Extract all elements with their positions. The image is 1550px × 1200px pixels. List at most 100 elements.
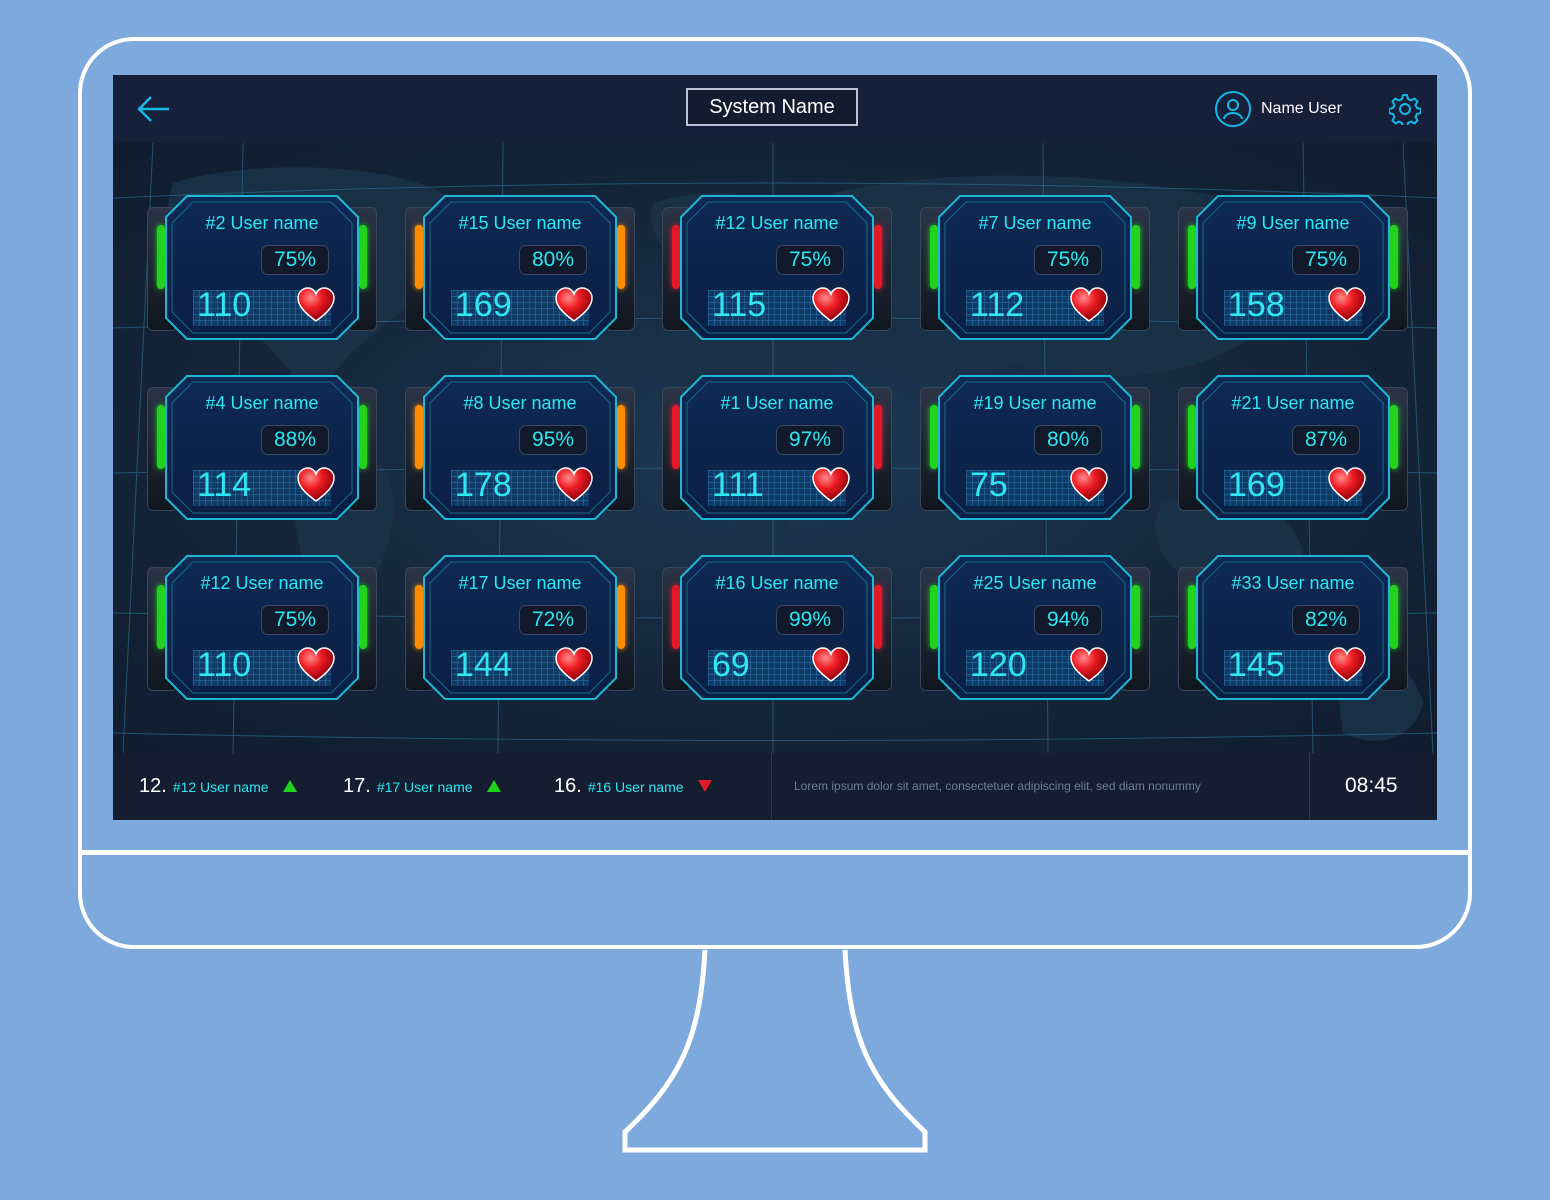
status-bar-left bbox=[157, 225, 165, 289]
user-card[interactable]: #25 User name 94% 120 bbox=[920, 555, 1150, 705]
card-frame bbox=[165, 195, 359, 340]
card-heart-rate: 158 bbox=[1228, 286, 1285, 324]
status-bar-left bbox=[930, 585, 938, 649]
monitor-bezel-divider bbox=[80, 850, 1470, 855]
card-user-name: #16 User name bbox=[715, 573, 839, 593]
card-heart-rate: 75 bbox=[970, 466, 1008, 504]
card-percent: 88% bbox=[261, 425, 329, 455]
card-percent: 75% bbox=[1292, 245, 1360, 275]
trend-up-icon bbox=[282, 780, 297, 792]
user-circle-icon bbox=[1215, 91, 1251, 127]
card-heart-rate: 110 bbox=[197, 286, 252, 324]
user-card[interactable]: #12 User name 75% 115 bbox=[662, 195, 892, 345]
user-card[interactable]: #4 User name 88% 114 bbox=[147, 375, 377, 525]
status-bar-right bbox=[359, 405, 367, 469]
card-frame bbox=[165, 555, 359, 700]
card-frame bbox=[423, 195, 617, 340]
card-frame bbox=[1196, 375, 1390, 520]
card-frame bbox=[423, 555, 617, 700]
status-bar-left bbox=[415, 585, 423, 649]
ranking-user-name: #17 User name bbox=[376, 779, 473, 795]
card-percent: 87% bbox=[1292, 425, 1360, 455]
heart-icon bbox=[1070, 467, 1108, 502]
card-user-name: #7 User name bbox=[978, 213, 1092, 233]
user-profile-button[interactable]: Name User bbox=[1215, 88, 1342, 130]
user-card[interactable]: #16 User name 99% 69 bbox=[662, 555, 892, 705]
status-bar-left bbox=[157, 585, 165, 649]
gear-icon bbox=[1388, 94, 1422, 128]
card-user-name: #19 User name bbox=[973, 393, 1097, 413]
card-heart-rate: 178 bbox=[455, 466, 512, 504]
card-percent: 95% bbox=[519, 425, 587, 455]
user-card[interactable]: #19 User name 80% 75 bbox=[920, 375, 1150, 525]
ranking-number: 16. bbox=[554, 775, 582, 797]
status-bar-right bbox=[874, 585, 882, 649]
heart-icon bbox=[812, 287, 850, 322]
status-bar-right bbox=[1390, 225, 1398, 289]
card-user-name: #17 User name bbox=[458, 573, 582, 593]
settings-button[interactable] bbox=[1388, 93, 1422, 128]
card-user-name: #1 User name bbox=[720, 393, 834, 413]
screen: System Name Name User bbox=[113, 75, 1437, 820]
card-heart-rate: 120 bbox=[970, 646, 1027, 684]
user-card[interactable]: #7 User name 75% 112 bbox=[920, 195, 1150, 345]
footer-divider bbox=[771, 753, 772, 820]
heart-icon bbox=[297, 647, 335, 682]
user-card[interactable]: #21 User name 87% 169 bbox=[1178, 375, 1408, 525]
status-bar-right bbox=[1132, 585, 1140, 649]
card-heart-rate: 169 bbox=[1228, 466, 1285, 504]
status-bar-left bbox=[1188, 225, 1196, 289]
status-bar-right bbox=[617, 225, 625, 289]
user-card[interactable]: #1 User name 97% 111 bbox=[662, 375, 892, 525]
card-percent: 97% bbox=[776, 425, 844, 455]
status-bar-right bbox=[874, 405, 882, 469]
status-bar-left bbox=[1188, 405, 1196, 469]
status-bar-right bbox=[1132, 225, 1140, 289]
card-heart-rate: 144 bbox=[455, 646, 512, 684]
back-button[interactable] bbox=[135, 93, 171, 125]
card-percent: 80% bbox=[519, 245, 587, 275]
footer-bar: 12. #12 User name 17. #17 User name 16. … bbox=[113, 753, 1437, 820]
trend-up-icon bbox=[486, 780, 501, 792]
user-card[interactable]: #9 User name 75% 158 bbox=[1178, 195, 1408, 345]
card-user-name: #25 User name bbox=[973, 573, 1097, 593]
status-bar-right bbox=[1390, 585, 1398, 649]
card-user-name: #12 User name bbox=[200, 573, 324, 593]
heart-icon bbox=[812, 467, 850, 502]
ranking-item[interactable]: 12. #12 User name bbox=[139, 775, 297, 798]
card-percent: 94% bbox=[1034, 605, 1102, 635]
ranking-item[interactable]: 17. #17 User name bbox=[343, 775, 501, 798]
heart-icon bbox=[1070, 287, 1108, 322]
card-percent: 72% bbox=[519, 605, 587, 635]
card-user-name: #9 User name bbox=[1236, 213, 1350, 233]
heart-icon bbox=[555, 467, 593, 502]
card-user-name: #21 User name bbox=[1231, 393, 1355, 413]
status-bar-right bbox=[617, 405, 625, 469]
card-frame bbox=[680, 375, 874, 520]
user-card[interactable]: #2 User name 75% 110 bbox=[147, 195, 377, 345]
user-card[interactable]: #15 User name 80% 169 bbox=[405, 195, 635, 345]
ranking-user-name: #12 User name bbox=[172, 779, 269, 795]
status-bar-right bbox=[617, 585, 625, 649]
card-percent: 75% bbox=[261, 245, 329, 275]
card-frame bbox=[165, 375, 359, 520]
card-percent: 75% bbox=[776, 245, 844, 275]
user-card[interactable]: #33 User name 82% 145 bbox=[1178, 555, 1408, 705]
card-percent: 80% bbox=[1034, 425, 1102, 455]
status-bar-right bbox=[1390, 405, 1398, 469]
user-card[interactable]: #17 User name 72% 144 bbox=[405, 555, 635, 705]
status-bar-left bbox=[415, 225, 423, 289]
status-bar-right bbox=[1132, 405, 1140, 469]
ranking-user-name: #16 User name bbox=[587, 779, 684, 795]
monitor-frame bbox=[78, 37, 1472, 949]
user-card[interactable]: #12 User name 75% 110 bbox=[147, 555, 377, 705]
user-card[interactable]: #8 User name 95% 178 bbox=[405, 375, 635, 525]
ranking-item[interactable]: 16. #16 User name bbox=[554, 775, 712, 798]
card-user-name: #12 User name bbox=[715, 213, 839, 233]
status-bar-right bbox=[359, 225, 367, 289]
status-bar-left bbox=[930, 405, 938, 469]
card-frame bbox=[1196, 195, 1390, 340]
status-bar-left bbox=[415, 405, 423, 469]
card-user-name: #15 User name bbox=[458, 213, 582, 233]
